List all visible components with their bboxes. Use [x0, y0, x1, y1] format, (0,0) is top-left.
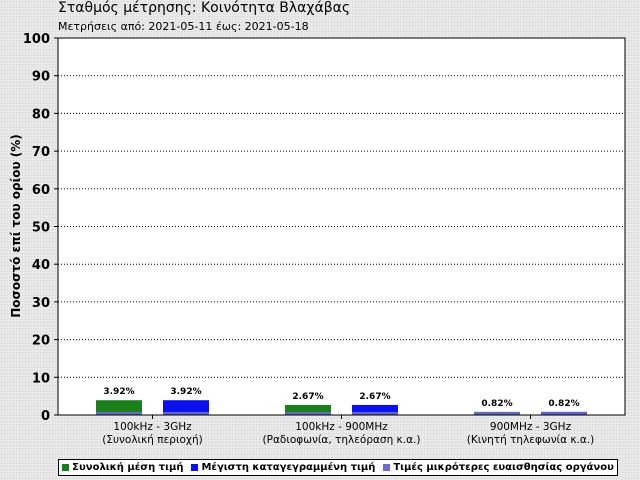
y-tick-label: 70: [32, 145, 50, 160]
data-label: 3.92%: [103, 387, 134, 397]
legend-label-sensitivity: Τιμές μικρότερες ευαισθησίας οργάνου: [393, 462, 614, 473]
chart-title: Σταθμός μέτρησης: Κοινότητα Βλαχάβας: [58, 0, 351, 16]
y-tick-label: 100: [23, 32, 50, 47]
x-tick-label-sub: (Κινητή τηλεφωνία κ.α.): [467, 434, 595, 446]
legend-item-mean: Συνολική μέση τιμή: [62, 462, 183, 473]
bar-sensitivity: [352, 411, 398, 415]
legend: Συνολική μέση τιμή Μέγιστη καταγεγραμμέν…: [58, 459, 618, 476]
bar-chart: 0 10 20 30 40 50 60 70 80 90 100 100kHz - 3GHz(Συνο…: [23, 32, 626, 446]
y-tick-label: 40: [32, 258, 50, 273]
legend-item-max: Μέγιστη καταγεγραμμένη τιμή: [191, 462, 375, 473]
data-label: 2.67%: [292, 392, 323, 402]
legend-swatch-max: [191, 464, 199, 471]
bar-mean: [96, 400, 142, 415]
bar-sensitivity: [541, 411, 587, 415]
x-tick-label-sub: (Ραδιοφωνία, τηλεόραση κ.α.): [263, 434, 421, 446]
y-tick-label: 90: [32, 70, 50, 85]
bar-sensitivity: [163, 411, 209, 415]
bar-sensitivity: [96, 411, 142, 415]
bar-max: [352, 404, 398, 415]
x-tick-label-sub: (Συνολική περιοχή): [102, 434, 203, 446]
plot-area: [58, 38, 625, 415]
y-tick-label: 0: [41, 409, 50, 424]
bar-sensitivity: [474, 411, 520, 415]
y-tick-label: 50: [32, 221, 50, 236]
bar-max: [163, 400, 209, 415]
y-tick-label: 60: [32, 183, 50, 198]
legend-swatch-sensitivity: [383, 464, 391, 471]
y-tick-label: 20: [32, 334, 50, 349]
plot-border: [57, 37, 626, 416]
data-label: 3.92%: [170, 387, 201, 397]
legend-item-sensitivity: Τιμές μικρότερες ευαισθησίας οργάνου: [383, 462, 614, 473]
legend-swatch-mean: [62, 464, 70, 471]
data-label: 2.67%: [359, 392, 390, 402]
x-tick-label: 900MHz - 3GHz: [490, 421, 572, 433]
x-tick-label: 100kHz - 900MHz: [295, 421, 388, 433]
legend-label-mean: Συνολική μέση τιμή: [72, 462, 184, 473]
chart-subtitle: Μετρήσεις από: 2021-05-11 έως: 2021-05-1…: [58, 20, 309, 33]
bar-sensitivity: [285, 411, 331, 415]
bar-mean: [285, 404, 331, 415]
data-label: 0.82%: [548, 399, 579, 409]
y-tick-label: 10: [32, 371, 50, 386]
data-label: 0.82%: [481, 399, 512, 409]
legend-label-max: Μέγιστη καταγεγραμμένη τιμή: [201, 462, 376, 473]
x-tick-label: 100kHz - 3GHz: [113, 421, 192, 433]
y-tick-label: 30: [32, 296, 50, 311]
y-tick-label: 80: [32, 107, 50, 122]
